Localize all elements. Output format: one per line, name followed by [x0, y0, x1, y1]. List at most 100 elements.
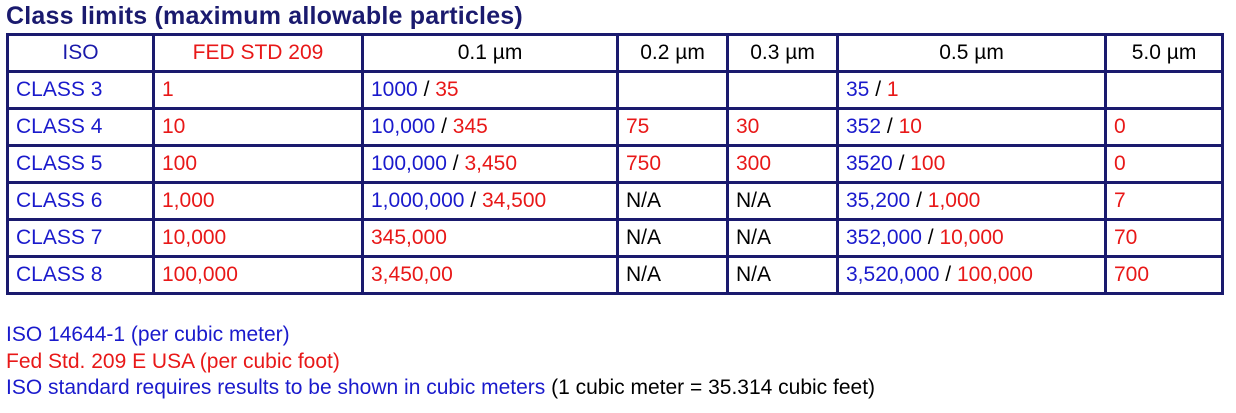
- header-0-1um: 0.1 µm: [361, 33, 619, 73]
- page-title: Class limits (maximum allowable particle…: [6, 2, 523, 30]
- cell-5-0um: 0: [1104, 144, 1224, 184]
- cell-0-1um-fed-value: 345,000: [371, 226, 447, 249]
- cell-fed-std: 10,000: [152, 218, 364, 258]
- fed-std-value: 100: [162, 152, 198, 175]
- cell-0-3um: 30: [726, 107, 839, 147]
- cell-0-1um-iso-value: 100,000: [371, 152, 447, 175]
- cell-5-0um-value: 7: [1114, 189, 1126, 212]
- iso-class-label: CLASS 8: [16, 263, 103, 286]
- fed-std-value: 100,000: [162, 263, 238, 286]
- fed-std-value: 10: [162, 115, 186, 138]
- note-conversion: (1 cubic meter = 35.314 cubic feet): [551, 376, 876, 399]
- table-row: CLASS 4 10 10,000 / 345 75 30 352 / 10 0: [6, 107, 1224, 147]
- cell-5-0um-value: 70: [1114, 226, 1138, 249]
- cell-0-3um: N/A: [726, 181, 839, 221]
- cell-0-2um-value: N/A: [626, 189, 662, 212]
- cell-0-5um-fed-value: 1,000: [927, 189, 981, 212]
- header-0-3um: 0.3 µm: [726, 33, 839, 73]
- cell-0-5um-separator: /: [927, 226, 934, 249]
- cell-0-3um: [726, 70, 839, 110]
- cell-0-1um: 1000 / 35: [361, 70, 619, 110]
- cell-0-5um: 3,520,000 / 100,000: [836, 255, 1107, 295]
- class-limits-table: ISO FED STD 209 0.1 µm 0.2 µm 0.3 µm 0.5…: [6, 33, 1224, 295]
- fed-std-value: 10,000: [162, 226, 227, 249]
- cell-0-5um: 35 / 1: [836, 70, 1107, 110]
- cell-0-2um: N/A: [616, 218, 729, 258]
- cell-0-5um-iso-value: 35: [846, 78, 870, 101]
- cell-0-1um-separator: /: [441, 115, 447, 138]
- cell-0-1um-fed-value: 35: [435, 78, 459, 101]
- iso-class-label: CLASS 7: [16, 226, 103, 249]
- cell-0-3um: N/A: [726, 218, 839, 258]
- cell-5-0um: 0: [1104, 107, 1224, 147]
- cell-0-5um-fed-value: 10,000: [939, 226, 1004, 249]
- note-requirement: ISO standard requires results to be show…: [6, 375, 875, 402]
- cell-0-3um-value: 300: [736, 152, 772, 175]
- cell-0-1um-iso-value: 10,000: [371, 115, 436, 138]
- cell-0-2um-value: N/A: [626, 226, 662, 249]
- cell-0-1um-iso-value: 1000: [371, 78, 418, 101]
- cell-0-5um-separator: /: [875, 78, 882, 101]
- table-row: CLASS 3 1 1000 / 35 35 / 1: [6, 70, 1224, 110]
- cell-0-2um: [616, 70, 729, 110]
- cell-0-3um: 300: [726, 144, 839, 184]
- cell-0-5um-separator: /: [886, 115, 893, 138]
- cell-0-1um-fed-value: 34,500: [481, 189, 547, 212]
- iso-class-label: CLASS 6: [16, 189, 103, 212]
- fed-std-value: 1,000: [162, 189, 215, 212]
- cell-0-5um-iso-value: 352,000: [846, 226, 922, 249]
- cell-0-5um-iso-value: 35,200: [846, 189, 911, 212]
- cell-0-2um-value: 75: [626, 115, 650, 138]
- table-row: CLASS 8 100,000 3,450,00 N/A N/A 3,520,000 / …: [6, 255, 1224, 295]
- cell-5-0um-value: 700: [1114, 263, 1150, 286]
- cell-0-5um: 352,000 / 10,000: [836, 218, 1107, 258]
- cell-0-2um: N/A: [616, 181, 729, 221]
- cell-0-2um: 750: [616, 144, 729, 184]
- cell-0-1um-fed-value: 3,450: [464, 152, 518, 175]
- cell-5-0um-value: 0: [1114, 115, 1126, 138]
- table-row: CLASS 6 1,000 1,000,000 / 34,500 N/A N/A 35,2…: [6, 181, 1224, 221]
- cell-0-5um: 35,200 / 1,000: [836, 181, 1107, 221]
- cell-0-2um-value: N/A: [626, 263, 662, 286]
- header-iso: ISO: [6, 33, 155, 73]
- cell-0-3um-value: N/A: [736, 226, 772, 249]
- cell-iso-class: CLASS 6: [6, 181, 155, 221]
- cell-0-2um: N/A: [616, 255, 729, 295]
- cell-fed-std: 1: [152, 70, 364, 110]
- iso-class-label: CLASS 5: [16, 152, 103, 175]
- cell-0-5um-iso-value: 352: [846, 115, 882, 138]
- cell-5-0um: [1104, 70, 1224, 110]
- cell-0-1um-separator: /: [423, 78, 430, 101]
- cell-iso-class: CLASS 7: [6, 218, 155, 258]
- header-0-5um: 0.5 µm: [836, 33, 1107, 73]
- notes: ISO 14644-1 (per cubic meter) Fed Std. 2…: [6, 322, 875, 402]
- header-0-2um: 0.2 µm: [616, 33, 729, 73]
- cell-iso-class: CLASS 4: [6, 107, 155, 147]
- cell-0-1um-separator: /: [470, 189, 477, 212]
- iso-class-label: CLASS 4: [16, 115, 103, 138]
- cell-0-5um-separator: /: [945, 263, 952, 286]
- cell-0-1um: 10,000 / 345: [361, 107, 619, 147]
- header-fed-std: FED STD 209: [152, 33, 364, 73]
- note-fed: Fed Std. 209 E USA (per cubic foot): [6, 349, 340, 373]
- cell-5-0um-value: 0: [1114, 152, 1126, 175]
- cell-0-5um-fed-value: 10: [898, 115, 922, 138]
- cell-0-5um: 3520 / 100: [836, 144, 1107, 184]
- cell-0-1um-fed-value: 3,450,00: [371, 263, 453, 286]
- table-row: CLASS 5 100 100,000 / 3,450 750 300 3520 / 10…: [6, 144, 1224, 184]
- cell-0-1um: 3,450,00: [361, 255, 619, 295]
- fed-std-value: 1: [162, 78, 174, 101]
- cell-fed-std: 1,000: [152, 181, 364, 221]
- cell-5-0um: 70: [1104, 218, 1224, 258]
- cell-0-5um-fed-value: 100: [910, 152, 946, 175]
- cell-0-2um: 75: [616, 107, 729, 147]
- cell-0-1um: 1,000,000 / 34,500: [361, 181, 619, 221]
- cell-iso-class: CLASS 8: [6, 255, 155, 295]
- cell-0-5um-separator: /: [898, 152, 905, 175]
- cell-0-3um-value: N/A: [736, 189, 772, 212]
- cell-0-5um-iso-value: 3520: [846, 152, 893, 175]
- cell-iso-class: CLASS 5: [6, 144, 155, 184]
- header-row: ISO FED STD 209 0.1 µm 0.2 µm 0.3 µm 0.5…: [6, 33, 1224, 73]
- cell-fed-std: 10: [152, 107, 364, 147]
- cell-0-5um-fed-value: 100,000: [956, 263, 1033, 286]
